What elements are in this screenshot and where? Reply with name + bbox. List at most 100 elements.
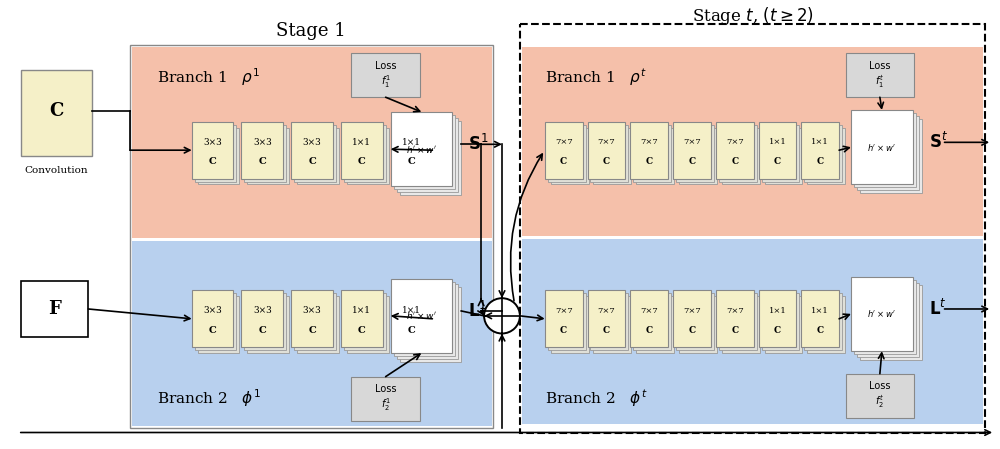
Bar bbox=[765, 296, 802, 353]
Bar bbox=[551, 296, 589, 353]
Text: Loss
$f_1^t$: Loss $f_1^t$ bbox=[869, 61, 891, 90]
Text: C: C bbox=[646, 157, 653, 166]
Bar bbox=[341, 291, 383, 347]
Bar bbox=[857, 282, 919, 357]
Bar bbox=[679, 128, 717, 185]
Bar bbox=[673, 291, 711, 347]
Bar bbox=[548, 125, 586, 181]
Bar bbox=[722, 128, 760, 185]
Bar bbox=[765, 128, 802, 185]
Text: 1×1: 1×1 bbox=[352, 306, 371, 315]
Text: 7×7: 7×7 bbox=[640, 138, 658, 146]
Text: Loss
$f_2^1$: Loss $f_2^1$ bbox=[375, 384, 396, 413]
Text: C: C bbox=[308, 157, 316, 166]
Bar bbox=[351, 377, 420, 421]
Bar bbox=[807, 128, 845, 185]
Bar bbox=[400, 287, 461, 362]
Bar bbox=[400, 121, 461, 195]
Bar bbox=[347, 296, 389, 353]
Bar bbox=[801, 122, 839, 179]
Bar bbox=[679, 296, 717, 353]
Bar bbox=[716, 291, 754, 347]
Text: 1×1: 1×1 bbox=[811, 307, 829, 315]
Bar bbox=[291, 122, 333, 179]
Text: C: C bbox=[731, 157, 738, 166]
Text: Convolution: Convolution bbox=[25, 166, 88, 175]
Bar bbox=[633, 125, 671, 181]
Bar bbox=[391, 122, 432, 179]
Text: C: C bbox=[646, 326, 653, 335]
Bar bbox=[198, 128, 239, 185]
Bar bbox=[548, 293, 586, 350]
Bar bbox=[394, 282, 455, 356]
Text: C: C bbox=[408, 326, 415, 335]
Bar bbox=[636, 296, 674, 353]
Bar bbox=[630, 122, 668, 179]
Text: 7×7: 7×7 bbox=[598, 138, 615, 146]
Text: $\mathbf{S}^t$: $\mathbf{S}^t$ bbox=[929, 132, 948, 152]
Text: C: C bbox=[308, 326, 316, 335]
Text: C: C bbox=[408, 157, 415, 166]
Bar bbox=[633, 293, 671, 350]
Bar bbox=[630, 291, 668, 347]
Text: C: C bbox=[774, 326, 781, 335]
Text: C: C bbox=[258, 326, 266, 335]
Text: $h'\times w'$: $h'\times w'$ bbox=[406, 144, 437, 155]
Text: 7×7: 7×7 bbox=[640, 307, 658, 315]
Bar bbox=[590, 293, 628, 350]
Bar bbox=[807, 296, 845, 353]
Text: $\mathbf{L}^t$: $\mathbf{L}^t$ bbox=[929, 299, 946, 319]
Bar bbox=[341, 122, 383, 179]
Text: $h'\times w'$: $h'\times w'$ bbox=[867, 308, 896, 319]
Bar bbox=[545, 291, 583, 347]
Text: $\mathbf{L}^1$: $\mathbf{L}^1$ bbox=[468, 301, 487, 321]
Bar bbox=[198, 296, 239, 353]
Bar bbox=[846, 374, 914, 418]
Text: Branch 1   $\rho^t$: Branch 1 $\rho^t$ bbox=[545, 66, 647, 88]
Bar bbox=[247, 296, 289, 353]
Bar bbox=[241, 122, 283, 179]
Bar bbox=[860, 119, 922, 194]
Bar bbox=[192, 122, 233, 179]
Bar bbox=[391, 278, 452, 353]
Text: C: C bbox=[560, 157, 567, 166]
Bar bbox=[762, 293, 799, 350]
Text: 1×1: 1×1 bbox=[769, 138, 786, 146]
Bar bbox=[132, 47, 492, 238]
Bar bbox=[244, 293, 286, 350]
Text: $h'\times w'$: $h'\times w'$ bbox=[867, 142, 896, 153]
Text: 1×1: 1×1 bbox=[402, 306, 421, 315]
Bar bbox=[676, 125, 714, 181]
Bar bbox=[391, 291, 432, 347]
Text: C: C bbox=[688, 326, 695, 335]
Text: Branch 2   $\phi^1$: Branch 2 $\phi^1$ bbox=[157, 387, 261, 409]
Bar bbox=[719, 125, 757, 181]
Bar bbox=[854, 280, 916, 354]
Bar bbox=[192, 291, 233, 347]
Bar bbox=[297, 296, 339, 353]
Text: C: C bbox=[358, 157, 366, 166]
Text: 1×1: 1×1 bbox=[811, 138, 829, 146]
Text: 7×7: 7×7 bbox=[555, 307, 573, 315]
Bar bbox=[520, 24, 985, 433]
Text: 3×3: 3×3 bbox=[303, 138, 321, 147]
Text: 3×3: 3×3 bbox=[253, 306, 272, 315]
Bar bbox=[722, 296, 760, 353]
Bar bbox=[297, 128, 339, 185]
Text: C: C bbox=[358, 326, 366, 335]
Bar bbox=[21, 281, 88, 337]
Bar bbox=[397, 285, 458, 359]
Bar bbox=[854, 113, 916, 187]
Text: Stage 1: Stage 1 bbox=[276, 22, 346, 40]
Text: Loss
$f_2^t$: Loss $f_2^t$ bbox=[869, 381, 891, 410]
Bar bbox=[851, 110, 913, 185]
Text: $h'\times w'$: $h'\times w'$ bbox=[406, 310, 437, 321]
Bar bbox=[801, 291, 839, 347]
Bar bbox=[759, 291, 796, 347]
Text: 7×7: 7×7 bbox=[726, 138, 744, 146]
Bar bbox=[857, 116, 919, 190]
Text: C: C bbox=[774, 157, 781, 166]
Text: 1×1: 1×1 bbox=[352, 138, 371, 147]
Text: C: C bbox=[603, 326, 610, 335]
Bar bbox=[593, 128, 631, 185]
